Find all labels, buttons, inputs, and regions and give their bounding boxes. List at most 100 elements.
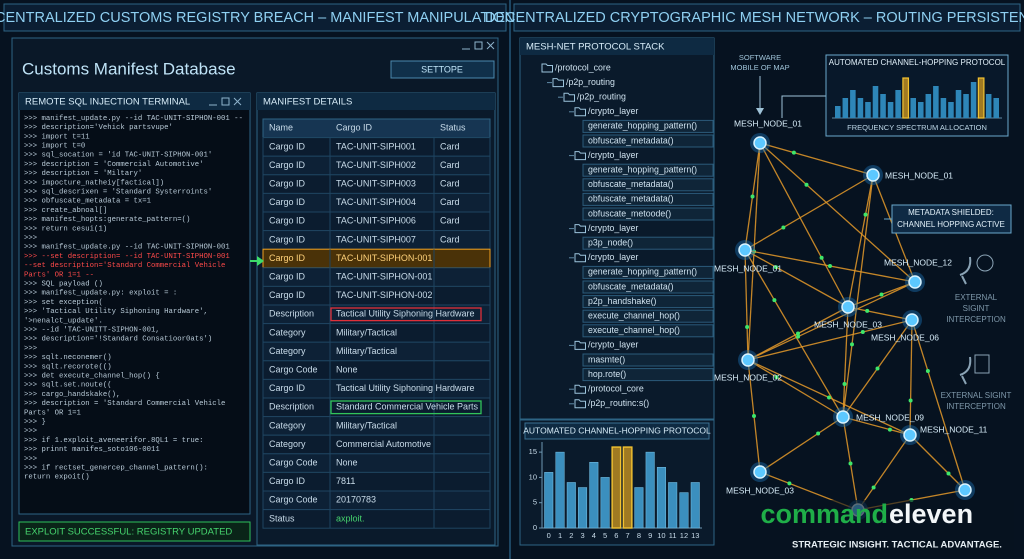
code-line: >>> set exception( <box>24 299 103 307</box>
table-cell: Category <box>269 346 306 356</box>
table-cell: TAC-UNIT-SIPH001 <box>336 141 416 151</box>
function-label: obfuscate_metadata() <box>588 281 674 291</box>
close-icon <box>233 97 242 106</box>
button-label[interactable]: SETTOPE <box>421 64 463 74</box>
table-cell: Card <box>440 234 460 244</box>
mesh-node <box>908 275 922 289</box>
node-label: MESH_NODE_11 <box>920 424 988 434</box>
table-cell: Cargo ID <box>269 178 306 188</box>
mesh-link <box>847 174 874 308</box>
mesh-link <box>759 416 844 473</box>
mesh-node <box>836 410 850 424</box>
inset-bar <box>963 94 969 118</box>
inset-bar <box>955 90 962 118</box>
table-cell: Card <box>440 178 460 188</box>
table-cell: Card <box>440 216 460 226</box>
packet-dot <box>848 461 853 466</box>
sigint-label: SIGINT <box>963 304 990 313</box>
code-line: >>> description = 'Standard Commercial V… <box>24 400 225 408</box>
table-cell: Cargo Code <box>269 364 318 374</box>
file-box <box>582 309 714 323</box>
bar <box>578 487 588 529</box>
code-line: >>> return cesui(1) <box>24 225 107 233</box>
code-line: >>> 'Tactical Utility Siphoning Hardware… <box>24 308 208 316</box>
function-label: hop.rote() <box>588 369 626 379</box>
cell-highlight <box>330 400 482 415</box>
bar <box>634 487 644 529</box>
x-tick-label: 2 <box>569 531 573 540</box>
mesh-node <box>753 465 767 479</box>
inset-bar <box>925 94 932 118</box>
brand-name: eleven <box>889 499 973 529</box>
file-box <box>582 353 714 367</box>
bar <box>622 446 633 529</box>
packet-dot <box>875 366 880 371</box>
mesh-link <box>759 142 916 283</box>
code-line: >>> description = 'Commercial Automotive… <box>24 161 204 169</box>
maximize-icon <box>474 41 483 50</box>
packet-dot <box>946 471 951 476</box>
code-line: >>> SQL payload () <box>24 281 103 289</box>
y-tick-label: 5 <box>533 498 537 507</box>
code-line: Parts' OR 1=1 <box>24 409 82 417</box>
file-box <box>582 280 714 294</box>
mesh-link <box>759 142 874 176</box>
packet-dot <box>750 194 755 199</box>
maximize-icon <box>221 97 230 106</box>
node-label: MESH_NODE_01 <box>734 118 802 128</box>
bar <box>668 482 678 529</box>
function-label: generate_hopping_pattern() <box>588 267 697 277</box>
code-line: >>> manifest_update.py: exploit = : <box>24 290 177 298</box>
code-line: >>> } <box>24 419 46 427</box>
table-cell: Cargo ID <box>269 476 306 486</box>
code-line: return expoit() <box>24 474 90 482</box>
dish-icon <box>959 356 972 385</box>
code-line: >>> manifest_update.py --id TAC-UNIT-SIP… <box>24 115 243 123</box>
y-tick-label: 15 <box>529 447 537 456</box>
mesh-link <box>842 306 849 418</box>
code-line: >>> if rectset_genercep_channel_pattern(… <box>24 465 208 473</box>
mesh-node <box>905 313 919 327</box>
packet-dot <box>863 212 868 217</box>
table-cell: TAC-UNIT-SIPH004 <box>336 197 416 207</box>
button[interactable] <box>390 60 495 79</box>
panel-header <box>257 93 495 110</box>
folder-icon <box>541 63 553 73</box>
sigint-label: INTERCEPTION <box>946 315 1006 324</box>
folder-label: /crypto_layer <box>588 150 638 160</box>
panel-title: MANIFEST DETAILS <box>263 97 352 108</box>
inset-bar <box>850 90 856 118</box>
x-tick-label: 9 <box>648 531 652 540</box>
arrow-head <box>756 108 764 115</box>
packet-dot <box>828 264 832 268</box>
inset-bar <box>985 94 992 118</box>
sigint-label: EXTERNAL <box>955 293 998 302</box>
packet-dot <box>796 334 801 339</box>
inset-panel <box>825 54 1009 137</box>
annotation: SOFTWARE <box>739 53 781 62</box>
mesh-link <box>857 434 911 511</box>
code-line: --set description='Standard Commercial V… <box>24 262 225 270</box>
folder-icon <box>574 151 586 161</box>
table-cell: Cargo ID <box>269 383 306 393</box>
code-line: >>> create_abnoal[] <box>24 207 107 215</box>
cell-highlight <box>330 307 482 322</box>
table-cell: None <box>336 457 358 467</box>
code-line: >>> det execute_channel_hop() { <box>24 373 160 381</box>
node-label: MESH_NODE_01 <box>885 170 953 180</box>
code-line: >>> description='!Standard Consatioor0at… <box>24 336 212 344</box>
brand-tagline: STRATEGIC INSIGHT. TACTICAL ADVANTAGE. <box>792 540 1002 551</box>
inset-bar <box>842 98 849 118</box>
folder-icon <box>563 92 575 102</box>
mesh-link <box>759 142 849 308</box>
status-box <box>18 521 251 542</box>
inset-bar <box>902 77 910 119</box>
panel-title: REMOTE SQL INJECTION TERMINAL <box>25 97 190 108</box>
packet-dot <box>871 485 876 490</box>
table-cell: Cargo ID <box>269 141 306 151</box>
terminal-panel <box>18 92 251 515</box>
mesh-link <box>744 249 849 308</box>
table-cell: Military/Tactical <box>336 346 397 356</box>
x-tick-label: 4 <box>592 531 596 540</box>
table-row <box>262 509 491 529</box>
